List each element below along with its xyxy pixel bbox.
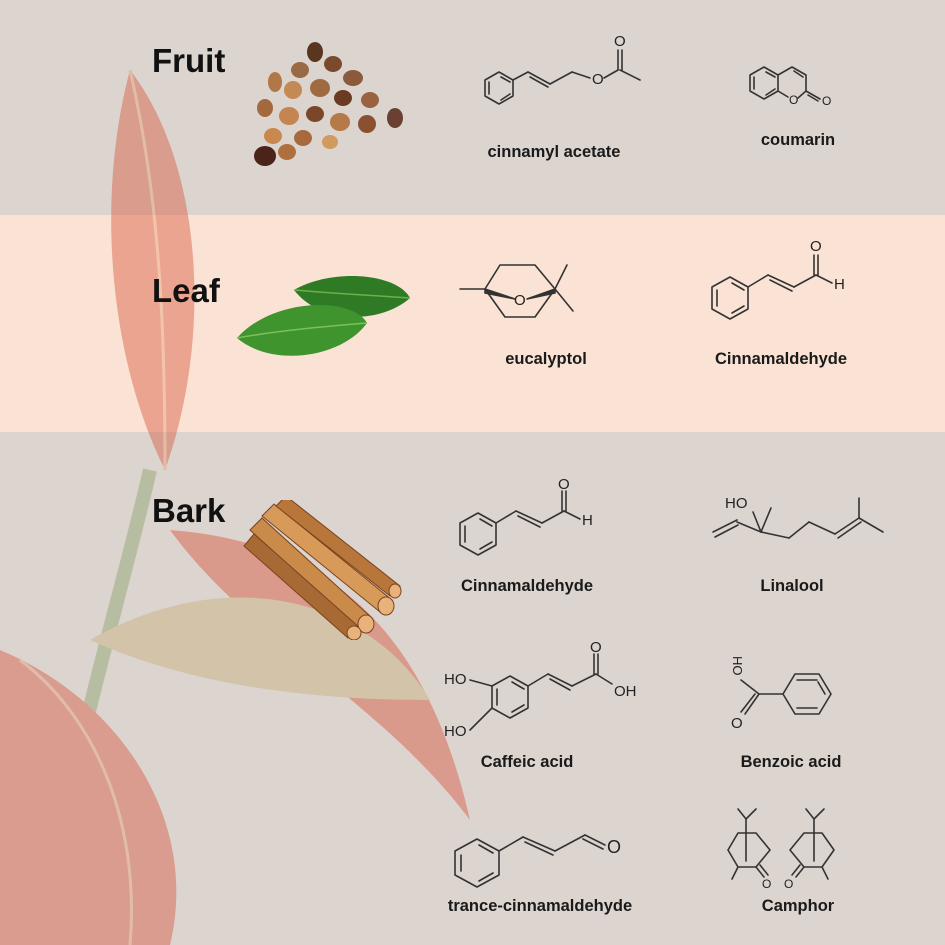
section-title-fruit: Fruit bbox=[152, 42, 226, 79]
atom-label: HO bbox=[444, 723, 467, 740]
compound-label: Cinnamaldehyde bbox=[714, 350, 848, 368]
structure-trans-cinnamaldehyde: O bbox=[454, 834, 621, 888]
atom-label: O bbox=[789, 93, 798, 107]
atom-label: O bbox=[614, 33, 626, 50]
compound-label: Caffeic acid bbox=[480, 753, 574, 771]
atom-label: O bbox=[784, 877, 793, 890]
structure-coumarin: O O bbox=[749, 66, 831, 108]
atom-label: O bbox=[590, 640, 602, 656]
compound-label: Benzoic acid bbox=[740, 753, 842, 771]
compound-label: trance-cinnamaldehyde bbox=[447, 897, 633, 915]
leaf-image bbox=[236, 276, 411, 356]
compound-label: eucalyptol bbox=[505, 350, 587, 368]
structure-cinnamaldehyde-leaf: O H bbox=[711, 238, 845, 320]
atom-label: O bbox=[514, 292, 526, 309]
atom-label: OH bbox=[614, 683, 637, 700]
atom-label: O bbox=[731, 715, 743, 732]
atom-label: HO bbox=[725, 495, 748, 512]
compound-label: Linalool bbox=[760, 577, 824, 595]
structure-linalool: HO bbox=[712, 495, 884, 539]
bark-band bbox=[0, 432, 945, 945]
compound-label: Camphor bbox=[761, 897, 835, 915]
structure-benzoic-acid: HO O bbox=[730, 656, 832, 732]
atom-label: HO bbox=[730, 656, 745, 676]
structure-eucalyptol: O bbox=[459, 264, 574, 318]
structure-cinnamaldehyde-bark: O H bbox=[459, 476, 593, 556]
structure-cinnamyl-acetate: O O bbox=[484, 33, 641, 105]
structure-camphor: O O bbox=[727, 808, 835, 890]
atom-label: O bbox=[762, 877, 771, 890]
cinnamon-bark-image bbox=[243, 500, 402, 640]
structure-caffeic-acid: HO HO O OH bbox=[444, 640, 637, 740]
atom-label: HO bbox=[444, 671, 467, 688]
atom-label: O bbox=[607, 837, 621, 857]
atom-label: O bbox=[592, 71, 604, 88]
compound-label: cinnamyl acetate bbox=[487, 143, 621, 161]
atom-label: O bbox=[810, 238, 822, 255]
section-title-bark: Bark bbox=[152, 492, 226, 529]
atom-label: H bbox=[582, 512, 593, 529]
compound-label: coumarin bbox=[760, 131, 836, 149]
fruit-seeds-image bbox=[254, 42, 403, 166]
section-title-leaf: Leaf bbox=[152, 272, 220, 309]
atom-label: O bbox=[822, 94, 831, 108]
atom-label: H bbox=[834, 276, 845, 293]
atom-label: O bbox=[558, 476, 570, 493]
fruit-band bbox=[0, 0, 945, 215]
leaf-band bbox=[0, 215, 945, 432]
compound-label: Cinnamaldehyde bbox=[460, 577, 594, 595]
